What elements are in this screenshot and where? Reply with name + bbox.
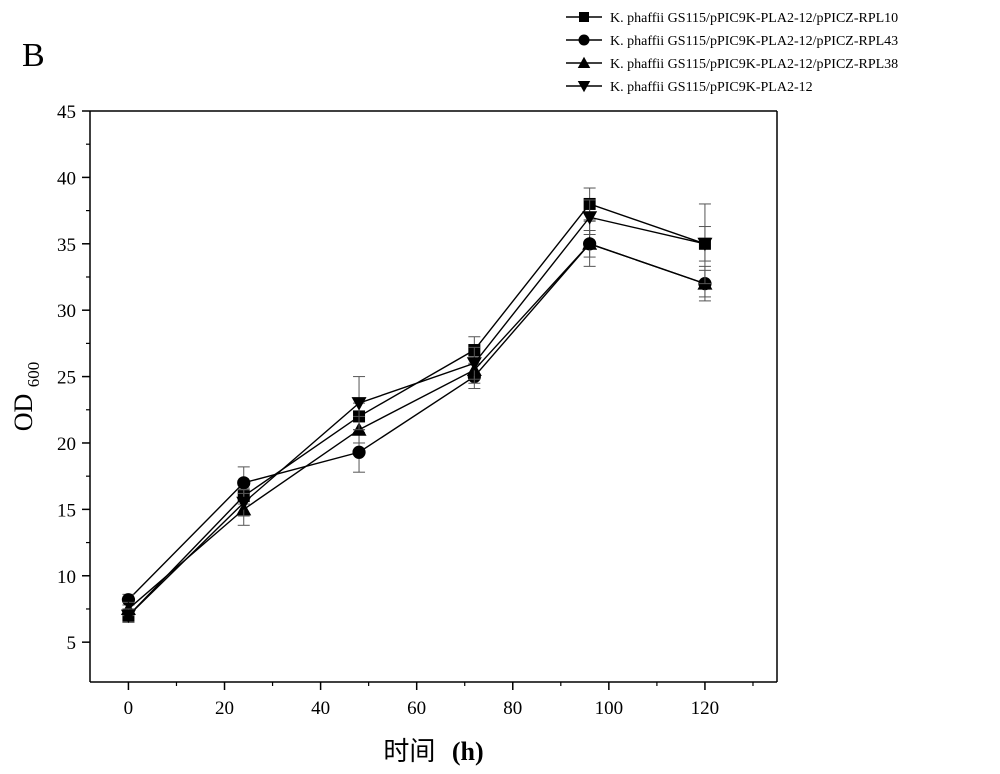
x-tick-label: 60 bbox=[407, 698, 426, 719]
y-axis-title: OD 600 bbox=[9, 362, 43, 432]
panel-label: B bbox=[22, 37, 45, 74]
x-ticks: 0 20 40 60 80 100 120 bbox=[124, 682, 753, 719]
x-tick-label: 40 bbox=[311, 698, 330, 719]
legend: K. phaffii GS115/pPIC9K-PLA2-12/pPICZ-RP… bbox=[566, 11, 898, 95]
plot-area bbox=[121, 188, 713, 623]
y-axis-label: OD bbox=[9, 394, 38, 432]
x-tick-label: 0 bbox=[124, 698, 134, 719]
line-chart: B 0 20 40 60 80 100 120 5 10 15 20 25 30 35 40 45 时间 (… bbox=[0, 0, 1000, 774]
y-tick-label: 35 bbox=[57, 235, 76, 256]
series-line bbox=[128, 244, 705, 609]
x-tick-label: 100 bbox=[595, 698, 624, 719]
y-axis-subscript: 600 bbox=[24, 362, 43, 388]
y-tick-label: 15 bbox=[57, 500, 76, 521]
legend-marker bbox=[579, 12, 589, 22]
legend-item: K. phaffii GS115/pPIC9K-PLA2-12/pPICZ-RP… bbox=[566, 57, 898, 72]
y-tick-label: 5 bbox=[67, 633, 77, 654]
x-axis-unit: (h) bbox=[452, 737, 484, 766]
x-axis-label: 时间 bbox=[383, 737, 435, 766]
legend-label: K. phaffii GS115/pPIC9K-PLA2-12/pPICZ-RP… bbox=[610, 11, 898, 26]
series-line bbox=[128, 244, 705, 600]
series-4 bbox=[121, 200, 713, 623]
y-tick-label: 10 bbox=[57, 567, 76, 588]
x-tick-label: 80 bbox=[503, 698, 522, 719]
x-tick-label: 120 bbox=[691, 698, 720, 719]
legend-item: K. phaffii GS115/pPIC9K-PLA2-12/pPICZ-RP… bbox=[566, 34, 898, 49]
series-line bbox=[128, 204, 705, 616]
series-3 bbox=[121, 231, 713, 616]
y-tick-label: 25 bbox=[57, 368, 76, 389]
legend-label: K. phaffii GS115/pPIC9K-PLA2-12/pPICZ-RP… bbox=[610, 57, 898, 72]
series-2 bbox=[122, 221, 712, 606]
y-tick-label: 45 bbox=[57, 102, 76, 123]
legend-item: K. phaffii GS115/pPIC9K-PLA2-12/pPICZ-RP… bbox=[566, 11, 898, 26]
y-ticks: 5 10 15 20 25 30 35 40 45 bbox=[57, 102, 90, 654]
data-point bbox=[237, 476, 250, 489]
x-axis-title: 时间 (h) bbox=[383, 737, 483, 766]
legend-marker bbox=[579, 35, 590, 46]
x-tick-label: 20 bbox=[215, 698, 234, 719]
data-point bbox=[352, 446, 365, 459]
data-point bbox=[352, 397, 367, 411]
legend-label: K. phaffii GS115/pPIC9K-PLA2-12/pPICZ-RP… bbox=[610, 34, 898, 49]
y-tick-label: 40 bbox=[57, 168, 76, 189]
y-tick-label: 30 bbox=[57, 301, 76, 322]
series-line bbox=[128, 217, 705, 615]
series-1 bbox=[122, 188, 711, 622]
y-tick-label: 20 bbox=[57, 434, 76, 455]
legend-item: K. phaffii GS115/pPIC9K-PLA2-12 bbox=[566, 80, 813, 95]
axes bbox=[90, 111, 777, 682]
legend-label: K. phaffii GS115/pPIC9K-PLA2-12 bbox=[610, 80, 813, 95]
